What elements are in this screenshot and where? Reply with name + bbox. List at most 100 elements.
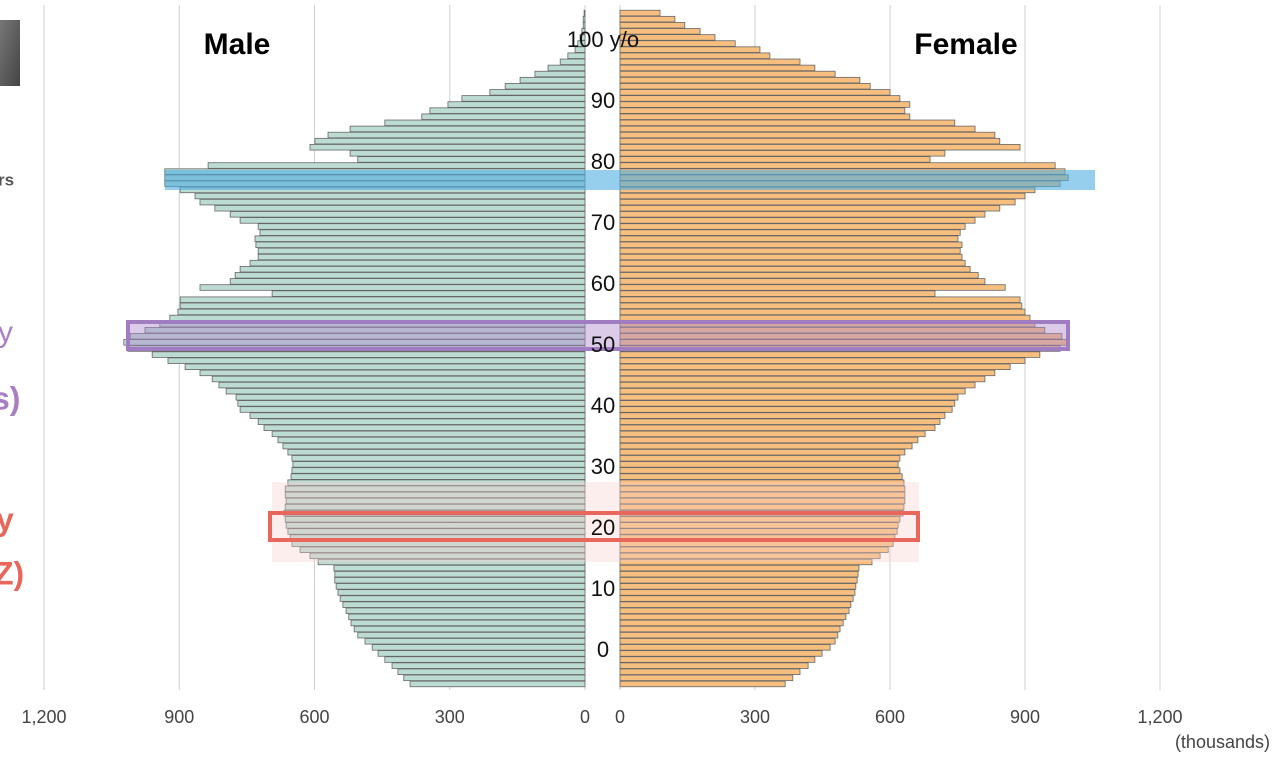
bar bbox=[581, 28, 586, 35]
bar bbox=[167, 357, 586, 364]
bar bbox=[619, 64, 816, 72]
bar bbox=[619, 198, 1016, 206]
bar bbox=[619, 52, 771, 59]
bar bbox=[335, 583, 586, 590]
bar bbox=[349, 150, 586, 157]
bar bbox=[619, 125, 976, 133]
bar bbox=[309, 552, 586, 560]
bar bbox=[619, 589, 856, 596]
bar bbox=[371, 644, 586, 651]
bar bbox=[271, 430, 586, 438]
bar bbox=[259, 229, 586, 236]
annotation: s) bbox=[0, 380, 20, 416]
bar bbox=[574, 46, 586, 53]
annotation: y bbox=[0, 501, 14, 537]
bar bbox=[619, 259, 966, 267]
bar bbox=[314, 137, 586, 145]
bar bbox=[619, 15, 676, 23]
y-tick-label: 10 bbox=[591, 576, 615, 601]
bar bbox=[619, 247, 961, 255]
bar bbox=[619, 424, 936, 431]
bar bbox=[619, 28, 701, 35]
bar bbox=[334, 570, 586, 578]
cut-off-box bbox=[0, 20, 20, 86]
bar bbox=[534, 70, 586, 78]
bar bbox=[619, 577, 858, 584]
bar bbox=[619, 314, 1031, 322]
bar bbox=[619, 668, 801, 675]
bar bbox=[257, 223, 586, 230]
bar bbox=[235, 394, 586, 401]
bar bbox=[461, 95, 586, 102]
bar bbox=[284, 503, 586, 511]
bar bbox=[225, 387, 586, 395]
bar bbox=[619, 625, 841, 633]
bar bbox=[582, 15, 586, 23]
bar bbox=[234, 272, 586, 279]
bar bbox=[547, 64, 586, 72]
x-tick-label: 900 bbox=[164, 707, 194, 727]
bar bbox=[619, 387, 966, 395]
bar bbox=[619, 235, 959, 242]
bar bbox=[377, 650, 586, 657]
bar bbox=[619, 613, 847, 621]
series-title: Female bbox=[914, 28, 1017, 61]
bar bbox=[619, 430, 926, 438]
bar bbox=[619, 607, 850, 614]
bar bbox=[619, 131, 996, 139]
bar bbox=[211, 375, 586, 383]
bar bbox=[239, 217, 586, 224]
bar bbox=[619, 467, 901, 474]
bar bbox=[619, 308, 1026, 316]
annotation: Z) bbox=[0, 555, 24, 591]
bar bbox=[199, 284, 586, 291]
bar bbox=[257, 253, 586, 261]
bar bbox=[619, 363, 1011, 371]
bar bbox=[229, 211, 586, 218]
bar bbox=[619, 461, 899, 468]
bar bbox=[409, 680, 586, 688]
bar bbox=[579, 34, 586, 41]
bar bbox=[619, 485, 906, 492]
bar bbox=[429, 107, 586, 114]
bar bbox=[619, 272, 979, 279]
bar bbox=[519, 76, 586, 84]
bar bbox=[403, 674, 586, 682]
bar bbox=[619, 497, 906, 505]
bar bbox=[619, 601, 852, 608]
bar bbox=[619, 241, 963, 249]
bar bbox=[194, 192, 586, 200]
bar bbox=[254, 235, 586, 242]
bar bbox=[619, 522, 899, 529]
bar bbox=[179, 302, 586, 310]
bar bbox=[384, 656, 586, 663]
x-tick-label: 1,200 bbox=[21, 707, 66, 727]
bar bbox=[345, 607, 586, 614]
bar bbox=[619, 394, 959, 401]
bar bbox=[582, 22, 586, 29]
bar bbox=[353, 625, 586, 633]
bar bbox=[179, 296, 586, 303]
bar bbox=[199, 369, 586, 377]
x-tick-label: 1,200 bbox=[1137, 707, 1182, 727]
bar bbox=[619, 412, 946, 419]
y-tick-label: 100 y/o bbox=[567, 27, 639, 52]
bar bbox=[619, 217, 976, 224]
labels: Male Female (thousands) 1,200 900 600 300 0 0… bbox=[0, 27, 1270, 752]
series-title: Male bbox=[204, 28, 271, 61]
bar bbox=[567, 52, 586, 59]
bar bbox=[619, 479, 905, 486]
x-tick-label: 300 bbox=[740, 707, 770, 727]
x-tick-label: 900 bbox=[1010, 707, 1040, 727]
bar bbox=[619, 516, 901, 523]
bar bbox=[583, 9, 586, 17]
bar bbox=[123, 339, 586, 346]
bar bbox=[249, 259, 586, 267]
bar bbox=[291, 455, 586, 462]
bar bbox=[619, 46, 761, 53]
bar bbox=[619, 473, 903, 480]
bar bbox=[619, 150, 946, 157]
y-tick-label: 30 bbox=[591, 454, 615, 479]
bar bbox=[619, 58, 801, 66]
